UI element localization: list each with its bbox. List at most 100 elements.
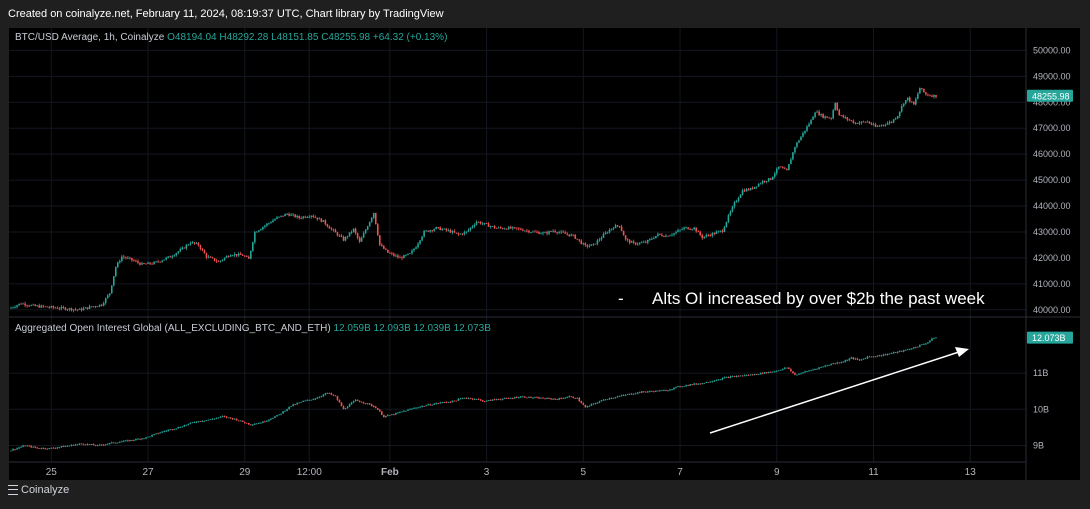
btc-candle-body	[274, 219, 276, 221]
btc-candle-body	[691, 229, 693, 230]
btc-candle-body	[318, 218, 321, 220]
oi-candle-body	[715, 380, 718, 382]
oi-candle-body	[850, 357, 853, 359]
oi-candle-body	[743, 375, 746, 377]
btc-candle-body	[846, 117, 849, 120]
btc-candle-body	[133, 260, 135, 262]
btc-candle-body	[659, 233, 661, 235]
oi-candle-body	[902, 350, 905, 352]
btc-candle-body	[900, 106, 903, 112]
btc-candle-body	[798, 140, 800, 143]
oi-candle-body	[449, 402, 452, 403]
btc-candle-body	[880, 124, 883, 126]
oi-candle-body	[848, 358, 851, 361]
oi-candle-body	[102, 444, 105, 446]
btc-candle-body	[804, 130, 806, 133]
btc-candle-body	[520, 228, 522, 230]
y-tick-label: 42000.00	[1033, 253, 1071, 263]
btc-candle-body	[207, 256, 210, 258]
oi-candle-body	[570, 396, 573, 398]
x-tick-label: 9	[774, 467, 780, 478]
btc-candle-body	[612, 228, 615, 229]
oi-candle-body	[784, 367, 786, 369]
btc-candle-body	[143, 263, 145, 264]
btc-candle-body	[175, 253, 178, 256]
btc-candle-body	[24, 303, 26, 306]
oi-legend[interactable]: Aggregated Open Interest Global (ALL_EXC…	[15, 323, 491, 334]
oi-candle-body	[163, 431, 165, 433]
oi-candle-body	[125, 440, 127, 442]
btc-candle-body	[419, 240, 421, 244]
oi-candle-body	[550, 398, 552, 400]
oi-candle-body	[606, 399, 609, 401]
oi-candle-body	[534, 397, 536, 399]
btc-candle-body	[749, 188, 752, 191]
btc-candle-body	[574, 234, 577, 239]
btc-candle-body	[443, 228, 446, 230]
btc-candle-body	[163, 259, 165, 261]
btc-candle-body	[348, 232, 351, 237]
chart-area[interactable]	[9, 28, 1080, 480]
oi-candles	[10, 337, 937, 452]
btc-candle-body	[790, 159, 792, 165]
btc-legend[interactable]: BTC/USD Average, 1h, Coinalyze O48194.04…	[15, 32, 447, 43]
btc-candle-body	[16, 305, 18, 308]
btc-candle-body	[477, 221, 480, 223]
oi-candle-body	[507, 398, 510, 399]
oi-candle-body	[564, 397, 566, 399]
oi-candle-body	[729, 376, 732, 378]
btc-candle-body	[82, 308, 85, 311]
oi-candle-body	[445, 402, 448, 403]
btc-candle-body	[316, 217, 319, 220]
oi-candle-body	[836, 362, 839, 364]
oi-candle-body	[108, 442, 111, 444]
oi-candle-body	[316, 397, 319, 399]
btc-candle-body	[68, 308, 71, 310]
btc-candle-body	[260, 229, 262, 231]
oi-candle-body	[719, 379, 722, 381]
oi-candle-body	[24, 445, 26, 447]
oi-candle-body	[235, 418, 238, 421]
oi-candle-body	[588, 405, 591, 407]
btc-candle-body	[534, 231, 536, 233]
oi-candle-body	[215, 417, 218, 419]
btc-candle-body	[570, 234, 573, 236]
oi-candle-body	[74, 444, 77, 446]
btc-candle-body	[753, 186, 756, 189]
btc-candle-body	[94, 306, 97, 308]
oi-candle-body	[578, 397, 581, 402]
oi-candle-body	[191, 422, 194, 424]
oi-candle-body	[860, 359, 863, 361]
oi-candle-body	[268, 419, 270, 421]
x-tick-label: 27	[142, 467, 154, 478]
btc-candle-body	[725, 221, 728, 228]
btc-candle-body	[687, 227, 689, 230]
btc-candle-body	[137, 261, 139, 263]
btc-candle-body	[775, 168, 778, 174]
oi-candle-body	[536, 397, 538, 399]
oi-candle-body	[183, 425, 186, 427]
oi-candle-body	[306, 399, 309, 401]
btc-candle-body	[530, 232, 532, 234]
oi-candle-body	[68, 445, 71, 447]
oi-candle-body	[28, 445, 30, 447]
btc-candle-body	[818, 111, 820, 116]
oi-candle-body	[44, 448, 47, 449]
oi-candle-body	[592, 403, 595, 405]
oi-last-value-text: 12.073B	[1032, 333, 1066, 343]
btc-candle-body	[169, 256, 172, 258]
oi-candle-body	[403, 410, 405, 412]
coinalyze-logo[interactable]: Coinalyze	[8, 484, 69, 496]
x-tick-label: 7	[677, 467, 683, 478]
oi-candle-body	[622, 395, 625, 396]
btc-candle-body	[28, 305, 30, 307]
btc-candle-body	[703, 236, 706, 238]
oi-candle-body	[431, 404, 433, 406]
btc-candle-body	[431, 230, 433, 232]
btc-candle-body	[352, 228, 355, 232]
btc-candle-body	[167, 256, 169, 258]
oi-candle-body	[374, 406, 377, 409]
btc-candle-body	[600, 237, 603, 240]
oi-candle-body	[663, 390, 665, 392]
